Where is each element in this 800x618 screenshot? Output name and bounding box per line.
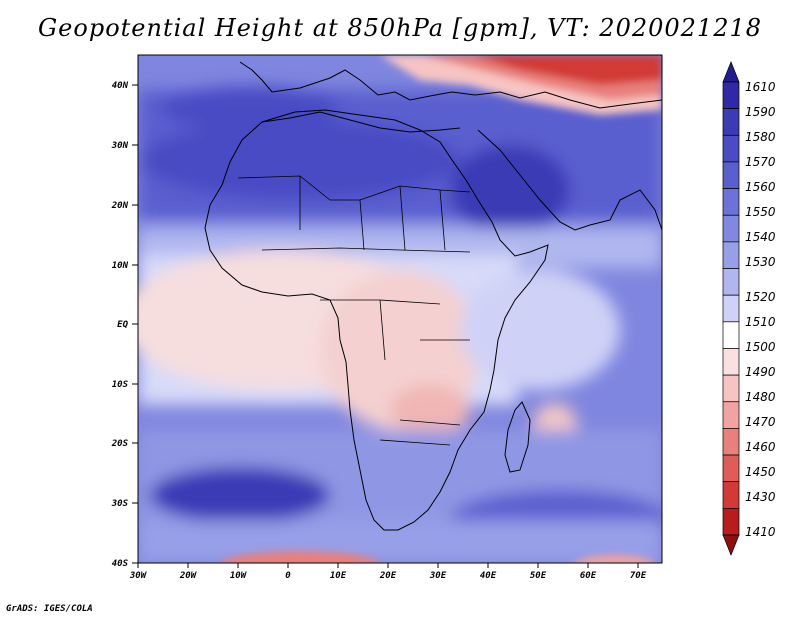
africa-coastline	[204, 109, 549, 531]
colorbar-label: 1510	[745, 315, 776, 329]
map-title: Geopotential Height at 850hPa [gpm], VT:…	[38, 14, 762, 42]
lon-label: 60E	[580, 571, 597, 581]
lat-label: 40N	[112, 81, 129, 91]
lon-label: 30E	[429, 571, 447, 581]
lon-label: 20W	[179, 571, 198, 581]
lat-label: 20N	[111, 201, 129, 211]
colorbar-label: 1520	[745, 290, 776, 304]
colorbar-cell	[722, 374, 740, 403]
colorbar-label: 1460	[745, 440, 776, 454]
colorbar-label: 1570	[745, 155, 776, 169]
colorbar-labels: 1610 1590 1580 1570 1560 1550 1540 1530 …	[745, 80, 776, 539]
colorbar-label: 1470	[745, 415, 776, 429]
colorbar-cell	[722, 534, 740, 556]
lon-label: 10E	[330, 571, 347, 581]
lon-label: 40E	[480, 571, 497, 581]
lat-label: 10N	[112, 261, 129, 271]
madagascar-coastline	[504, 401, 531, 473]
colorbar-cell	[722, 214, 740, 243]
longitude-labels: 30W 20W 10W 0 10E 20E 30E 40E 50E 60E 70…	[129, 571, 647, 581]
colorbar-label: 1490	[745, 365, 776, 379]
lat-label: 20S	[111, 439, 129, 449]
mediterranean-coastline	[261, 111, 461, 133]
colorbar-cell	[722, 108, 740, 136]
lat-label: 40S	[112, 559, 129, 569]
height-field	[138, 55, 662, 563]
colorbar-label: 1450	[745, 465, 776, 479]
latitude-ticks	[132, 84, 138, 564]
colorbar-cell	[722, 294, 740, 323]
colorbar-label: 1550	[745, 205, 776, 219]
colorbar-label: 1410	[745, 525, 776, 539]
lon-label: 30W	[129, 571, 148, 581]
europe-coastline	[239, 61, 662, 109]
lon-label: 0	[285, 571, 291, 581]
longitude-ticks	[137, 563, 639, 568]
colorbar-label: 1530	[745, 255, 776, 269]
map-frame	[137, 54, 663, 564]
colorbar-cell	[722, 268, 740, 296]
colorbar-label: 1540	[745, 230, 776, 244]
lon-label: 50E	[530, 571, 547, 581]
colorbar-cell	[722, 188, 740, 216]
colorbar-cell	[722, 508, 740, 536]
lat-label: 30N	[111, 141, 129, 151]
colorbar-label: 1610	[745, 80, 776, 94]
colorbar-cell	[722, 481, 740, 509]
colorbar-cell	[722, 134, 740, 163]
colorbar-label: 1500	[745, 340, 776, 354]
colorbar-label: 1480	[745, 390, 776, 404]
colorbar	[722, 61, 740, 556]
colorbar-label: 1430	[745, 490, 776, 504]
colorbar-cell	[722, 401, 740, 429]
colorbar-cell	[722, 454, 740, 483]
lat-label: 30S	[111, 499, 129, 509]
colorbar-cell	[722, 321, 740, 349]
colorbar-cell	[722, 428, 740, 456]
colorbar-cell	[722, 241, 740, 269]
colorbar-label: 1560	[745, 180, 776, 194]
grads-credit: GrADS: IGES/COLA	[6, 604, 93, 614]
colorbar-cell	[722, 348, 740, 376]
country-borders	[237, 175, 471, 446]
arabia-coastline	[477, 129, 662, 231]
lat-label: EQ	[117, 320, 128, 330]
coastlines	[204, 61, 662, 531]
colorbar-label: 1580	[745, 130, 776, 144]
lon-label: 20E	[379, 571, 397, 581]
lon-label: 10W	[230, 571, 248, 581]
colorbar-label: 1590	[745, 105, 776, 119]
latitude-labels: 40N 30N 20N 10N EQ 10S 20S 30S 40S	[111, 81, 129, 569]
colorbar-cell	[722, 161, 740, 189]
colorbar-cell	[722, 61, 740, 83]
colorbar-cell	[722, 81, 740, 109]
lon-label: 70E	[630, 571, 647, 581]
lat-label: 10S	[112, 380, 129, 390]
